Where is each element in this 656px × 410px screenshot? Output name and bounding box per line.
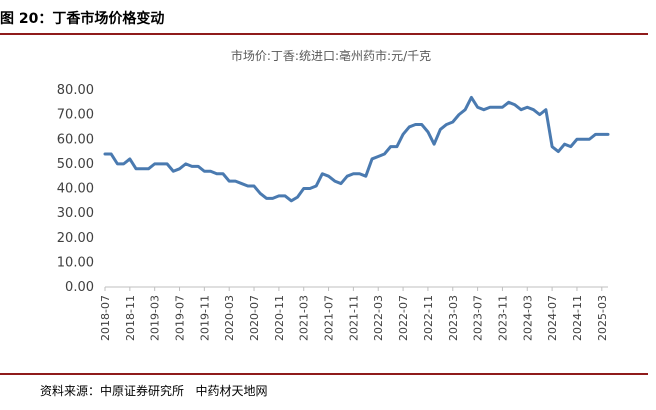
- y-tick-label: 80.00: [57, 83, 94, 98]
- x-tick-label: 2023-03: [447, 295, 460, 341]
- x-tick-label: 2019-11: [198, 295, 211, 341]
- x-tick-label: 2022-03: [372, 295, 385, 341]
- y-tick-label: 70.00: [57, 108, 94, 123]
- x-tick-label: 2020-11: [273, 295, 286, 341]
- x-tick-label: 2022-07: [397, 295, 410, 341]
- x-tick-label: 2021-07: [323, 295, 336, 341]
- x-tick-label: 2021-11: [347, 295, 360, 341]
- line-chart: 市场价:丁香:统进口:亳州药市:元/千克 0.00 10.00 20.00 30.00…: [57, 48, 610, 341]
- y-tick-label: 30.00: [57, 206, 94, 221]
- x-tick-label: 2020-07: [248, 295, 261, 341]
- bottom-rule: [0, 373, 648, 375]
- series-group: [103, 95, 610, 203]
- chart-title: 市场价:丁香:统进口:亳州药市:元/千克: [231, 48, 431, 63]
- y-tick-label: 20.00: [57, 231, 94, 246]
- series-line: [103, 95, 610, 203]
- y-tick-label: 60.00: [57, 132, 94, 147]
- x-tick-label: 2021-03: [298, 295, 311, 341]
- x-tick-label: 2023-07: [472, 295, 485, 341]
- x-tick-label: 2024-03: [521, 295, 534, 341]
- x-tick-label: 2022-11: [422, 295, 435, 341]
- source-note: 资料来源：中原证券研究所 中药材天地网: [40, 384, 268, 398]
- title-rule: [0, 33, 648, 35]
- x-tick-label: 2019-03: [149, 295, 162, 341]
- x-tick-label: 2018-11: [124, 295, 137, 341]
- x-tick-label: 2025-03: [596, 295, 609, 341]
- y-axis-ticks: 0.00 10.00 20.00 30.00 40.00 50.00 60.00 70.00 8…: [57, 83, 94, 295]
- y-tick-label: 40.00: [57, 182, 94, 197]
- y-tick-label: 10.00: [57, 255, 94, 270]
- y-tick-label: 50.00: [57, 157, 94, 172]
- x-tick-label: 2024-07: [546, 295, 559, 341]
- x-axis-ticks: 2018-07 2018-11 2019-03 2019-07 2019-11 2020-…: [99, 287, 609, 341]
- x-tick-label: 2024-11: [571, 295, 584, 341]
- x-tick-label: 2020-03: [223, 295, 236, 341]
- figure-title: 图 20：丁香市场价格变动: [0, 11, 165, 27]
- x-tick-label: 2019-07: [174, 295, 187, 341]
- x-tick-label: 2023-11: [496, 295, 509, 341]
- y-tick-label: 0.00: [65, 280, 94, 295]
- x-tick-label: 2018-07: [99, 295, 112, 341]
